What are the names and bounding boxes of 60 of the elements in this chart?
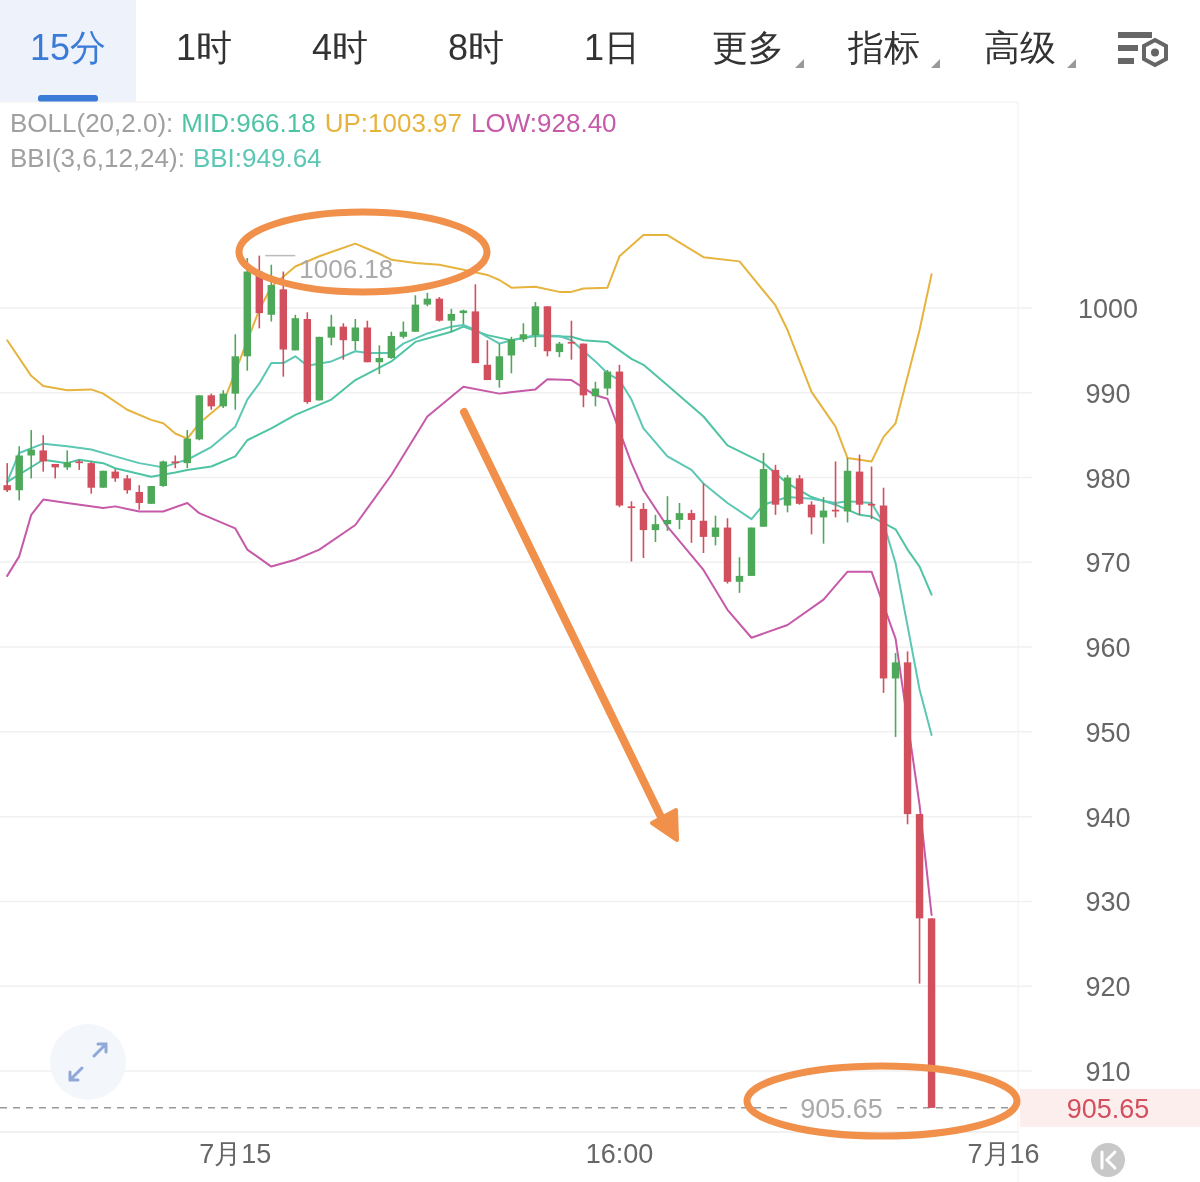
text: 1时	[175, 27, 233, 68]
y-tick-label: 990	[1085, 378, 1131, 409]
candlestick	[675, 502, 684, 531]
y-tick-label: 1000	[1077, 294, 1139, 324]
text: 15分	[29, 27, 107, 68]
candlestick	[519, 322, 528, 343]
annotation: BOLL(20,2.0):	[10, 108, 174, 138]
text: 指标	[847, 27, 920, 68]
candlestick	[387, 330, 396, 360]
x-tick-label: 16:00	[585, 1139, 654, 1169]
candlestick	[3, 462, 11, 493]
text: LOW:928.40	[471, 108, 617, 138]
candlestick	[123, 474, 131, 495]
text: 8时	[447, 27, 505, 68]
text: 更多	[712, 27, 784, 68]
y-tick-label: 980	[1085, 463, 1131, 494]
candlestick	[867, 465, 876, 520]
text: 高级	[984, 27, 1056, 68]
candlestick	[339, 322, 348, 361]
candlestick	[327, 313, 336, 347]
candlestick	[891, 652, 900, 738]
candlestick	[567, 319, 576, 361]
text: MID:966.18	[181, 108, 316, 138]
text: 905.65	[1066, 1093, 1150, 1124]
candlestick	[651, 514, 660, 543]
y-tick-label: 920	[1085, 972, 1131, 1003]
ref-line-label: 905.65	[800, 1093, 883, 1124]
candlestick	[39, 434, 47, 473]
candlestick	[603, 369, 612, 397]
candlestick	[171, 454, 179, 470]
candlestick	[75, 458, 83, 471]
y-tick-label: 950	[1085, 717, 1131, 748]
candlestick	[711, 514, 720, 547]
candlestick	[639, 502, 648, 559]
candlestick	[447, 308, 456, 333]
candlestick	[687, 508, 696, 544]
candlestick	[507, 336, 516, 375]
annotation: 1006.18	[299, 253, 394, 284]
text: 4时	[311, 27, 369, 68]
candlestick	[483, 339, 492, 381]
candlestick	[135, 484, 143, 511]
y-tick-label: 970	[1085, 548, 1131, 579]
candlestick	[351, 318, 360, 352]
candlestick	[735, 556, 744, 594]
candlestick	[495, 342, 504, 389]
annotation: BBI(3,6,12,24):	[10, 143, 185, 173]
candlestick	[435, 296, 444, 323]
x-tick-label: 7月15	[199, 1139, 272, 1169]
text: 1日	[583, 27, 641, 68]
x-tick-label: 7月16	[967, 1139, 1040, 1169]
candlestick	[27, 429, 35, 480]
y-tick-label: 930	[1085, 887, 1131, 918]
y-tick-label: 960	[1085, 633, 1131, 664]
candlestick	[699, 482, 708, 554]
text: BBI:949.64	[192, 143, 322, 173]
y-tick-label: 940	[1085, 802, 1131, 833]
candlestick	[63, 449, 71, 471]
text: UP:1003.97	[324, 108, 463, 138]
candlestick	[627, 500, 636, 563]
y-tick-label: 910	[1085, 1056, 1131, 1087]
